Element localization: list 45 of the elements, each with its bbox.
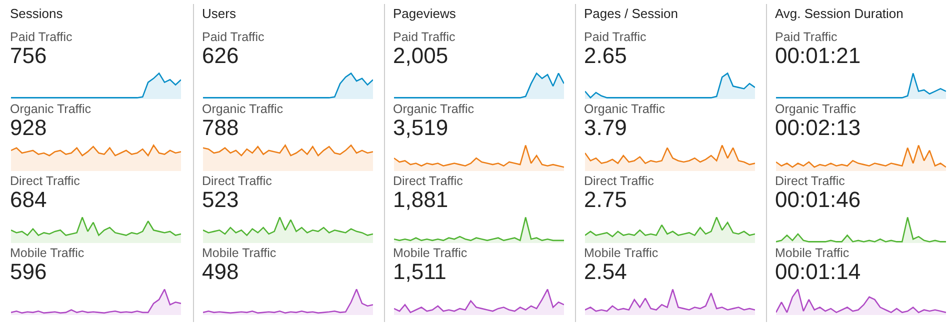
text: 626	[202, 43, 239, 69]
chart-title: Pageviews	[393, 6, 456, 21]
text: 00:02:13	[775, 115, 861, 141]
chart-subtitle: Paid Traffic	[775, 30, 838, 44]
text: 756	[10, 43, 47, 69]
text: 00:01:21	[775, 43, 861, 69]
chart-subtitle: Paid Traffic	[10, 30, 72, 44]
chart-subtitle: Mobile Traffic	[584, 246, 658, 260]
text: 00:01:14	[775, 259, 861, 285]
chart-title: Users	[202, 6, 236, 21]
chart-title: Sessions	[10, 6, 63, 21]
text: 2.54	[584, 259, 627, 285]
chart-subtitle: Paid Traffic	[584, 30, 646, 44]
text: 1,881	[393, 187, 448, 213]
chart-subtitle: Organic Traffic	[775, 102, 856, 116]
text: 684	[10, 187, 47, 213]
chart-subtitle: Direct Traffic	[393, 174, 463, 188]
text: 3.79	[584, 115, 627, 141]
chart-subtitle: Mobile Traffic	[393, 246, 468, 260]
text: 596	[10, 259, 47, 285]
chart-subtitle: Mobile Traffic	[10, 246, 84, 260]
chart-subtitle: Direct Traffic	[202, 174, 272, 188]
text: 00:01:46	[775, 187, 861, 213]
text: 788	[202, 115, 239, 141]
text: 2,005	[393, 43, 448, 69]
text: 498	[202, 259, 239, 285]
chart-subtitle: Mobile Traffic	[202, 246, 276, 260]
text: 523	[202, 187, 239, 213]
chart-subtitle: Organic Traffic	[202, 102, 284, 116]
chart-title: Avg. Session Duration	[775, 6, 904, 21]
chart-subtitle: Organic Traffic	[584, 102, 666, 116]
text: 3,519	[393, 115, 448, 141]
text: 1,511	[393, 259, 446, 285]
text: 928	[10, 115, 47, 141]
chart-subtitle: Direct Traffic	[10, 174, 80, 188]
chart-title: Pages / Session	[584, 6, 678, 21]
chart-subtitle: Paid Traffic	[202, 30, 264, 44]
chart-subtitle: Paid Traffic	[393, 30, 456, 44]
text: 2.75	[584, 187, 627, 213]
chart-subtitle: Organic Traffic	[10, 102, 92, 116]
chart-subtitle: Organic Traffic	[393, 102, 474, 116]
chart-subtitle: Mobile Traffic	[775, 246, 850, 260]
chart-subtitle: Direct Traffic	[775, 174, 845, 188]
chart-subtitle: Direct Traffic	[584, 174, 654, 188]
text: 2.65	[584, 43, 627, 69]
